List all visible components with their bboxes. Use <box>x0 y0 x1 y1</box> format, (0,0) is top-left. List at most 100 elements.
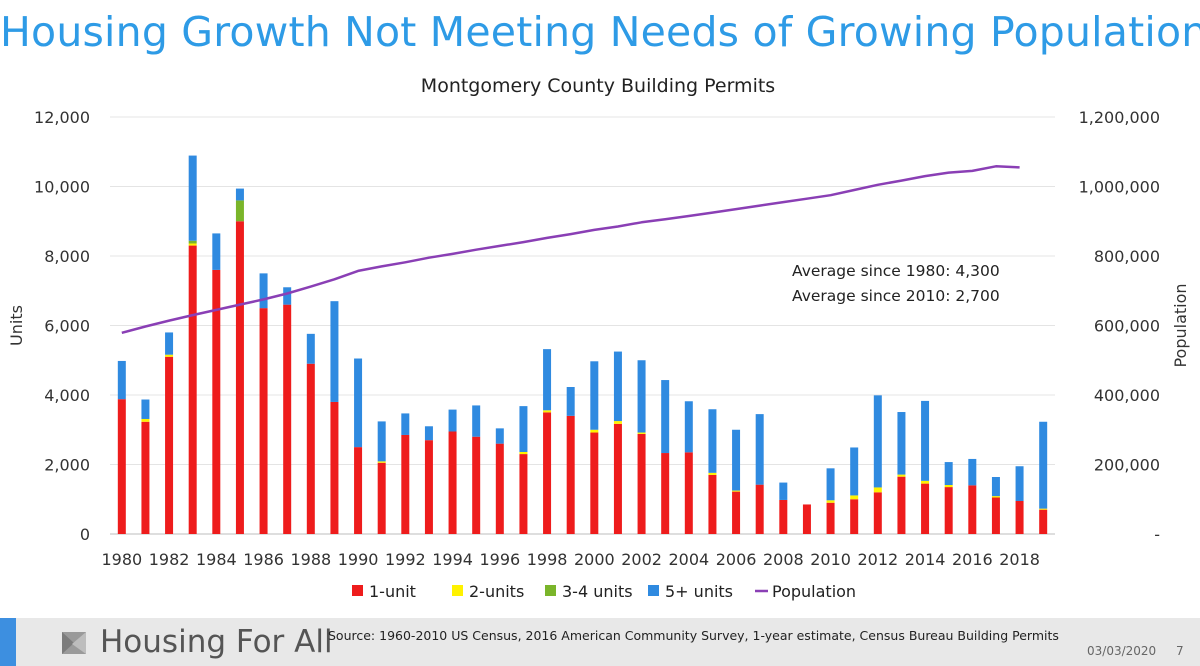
bar-1-unit-2003 <box>661 453 670 534</box>
legend-label: 2-units <box>469 582 524 601</box>
bar-1-unit-1999 <box>566 415 575 534</box>
x-tick-label: 1996 <box>479 550 520 569</box>
y-tick-label: 8,000 <box>44 247 90 266</box>
legend-label: Population <box>772 582 856 601</box>
bar-2-units-2012 <box>873 487 882 493</box>
bar-1-unit-2002 <box>637 433 646 534</box>
bar-2-units-2000 <box>590 429 599 433</box>
bar-1-unit-1992 <box>401 434 410 534</box>
bar-5-units-1985 <box>235 188 244 201</box>
source-note: Source: 1960-2010 US Census, 2016 Americ… <box>328 628 1059 643</box>
bar-5-units-1994 <box>448 409 457 432</box>
bar-5-units-2003 <box>661 380 670 454</box>
bar-1-unit-1990 <box>354 447 363 534</box>
bar-2-units-2014 <box>921 480 930 484</box>
bar-1-unit-1982 <box>165 356 174 534</box>
bar-5-units-2019 <box>1039 421 1048 509</box>
x-tick-label: 1990 <box>338 550 379 569</box>
bar-5-units-1981 <box>141 399 150 419</box>
x-tick-label: 2018 <box>999 550 1040 569</box>
bar-1-unit-2007 <box>755 484 764 534</box>
bar-1-unit-1996 <box>495 443 504 534</box>
x-tick-label: 1988 <box>290 550 331 569</box>
bar-5-units-2015 <box>944 462 953 486</box>
bar-5-units-1998 <box>543 349 552 411</box>
bar-1-unit-2010 <box>826 502 835 534</box>
bar-1-unit-2018 <box>1015 500 1024 534</box>
bar-1-unit-1986 <box>259 308 268 534</box>
bar-1-unit-2017 <box>991 497 1000 534</box>
legend-swatch-2-units <box>452 585 463 596</box>
bar-5-units-1996 <box>495 428 504 444</box>
bar-1-unit-1988 <box>306 363 315 534</box>
bar-1-unit-2006 <box>732 491 741 534</box>
bar-1-unit-2011 <box>850 499 859 534</box>
bar-1-unit-2000 <box>590 432 599 534</box>
slide-date: 03/03/2020 <box>1087 644 1157 658</box>
bar-5-units-2004 <box>684 401 693 453</box>
bar-1-unit-2013 <box>897 476 906 534</box>
bar-2-units-2002 <box>637 432 646 434</box>
bar-5-units-2000 <box>590 361 599 430</box>
chart: Montgomery County Building Permits 0 - 2,00… <box>7 75 1190 601</box>
x-tick-label: 1982 <box>149 550 190 569</box>
bar-2-units-1991 <box>377 461 386 463</box>
bar-5-units-1980 <box>117 360 126 400</box>
bar-2-units-2013 <box>897 474 906 477</box>
bar-1-unit-1998 <box>543 412 552 534</box>
x-tick-label: 1994 <box>432 550 473 569</box>
y2-tick-label: 1,000,000 <box>1079 178 1160 197</box>
slide-title: Housing Growth Not Meeting Needs of Grow… <box>0 8 1200 56</box>
y2-tick-label: 600,000 <box>1094 317 1160 336</box>
bar-1-unit-1980 <box>117 399 126 534</box>
y2-axis-title: Population <box>1171 283 1190 367</box>
bar-5-units-1992 <box>401 413 410 435</box>
footer-brand: Housing For All <box>100 624 333 660</box>
bar-2-units-2017 <box>991 496 1000 498</box>
bar-5-units-1989 <box>330 301 339 402</box>
y2-tick-label: 400,000 <box>1094 386 1160 405</box>
bar-5-units-1986 <box>259 273 268 309</box>
y2-tick-label: 200,000 <box>1094 456 1160 475</box>
bar-1-unit-2015 <box>944 487 953 534</box>
y-axis-title: Units <box>7 305 26 346</box>
bar-1-unit-2016 <box>968 485 977 534</box>
bar-5-units-1993 <box>424 426 433 441</box>
x-tick-label: 2006 <box>716 550 757 569</box>
average-annotation: Average since 2010: 2,700 <box>792 287 1000 305</box>
bar-2-units-2010 <box>826 500 835 503</box>
bar-2-units-1998 <box>543 410 552 413</box>
bar-5-units-1987 <box>283 287 292 305</box>
x-tick-label: 2008 <box>763 550 804 569</box>
average-annotation: Average since 1980: 4,300 <box>792 262 1000 280</box>
bar-1-unit-1997 <box>519 454 528 534</box>
legend-label: 1-unit <box>369 582 416 601</box>
bar-1-unit-2005 <box>708 474 717 534</box>
x-tick-label: 1984 <box>196 550 237 569</box>
bar-5-units-1982 <box>165 332 174 355</box>
x-tick-label: 1980 <box>101 550 142 569</box>
y2-tick-label: 1,200,000 <box>1079 108 1160 127</box>
x-tick-label: 2002 <box>621 550 662 569</box>
bar-5-units-2014 <box>921 400 930 481</box>
bar-5-units-2005 <box>708 409 717 473</box>
y-tick-label: 0 <box>80 525 90 544</box>
chart-subtitle: Montgomery County Building Permits <box>421 75 775 97</box>
footer-accent-bar <box>0 618 16 666</box>
bar-1-unit-2004 <box>684 452 693 534</box>
bar-2-units-1981 <box>141 418 150 422</box>
bar-1-unit-1991 <box>377 462 386 534</box>
bar-5-units-2001 <box>613 351 622 422</box>
housing-logo-icon <box>62 632 86 654</box>
y2-tick-label: - <box>1154 525 1160 544</box>
bar-2-units-2011 <box>850 495 859 500</box>
bar-1-unit-2009 <box>802 504 811 534</box>
bar-1-unit-1987 <box>283 304 292 534</box>
x-tick-label: 1998 <box>527 550 568 569</box>
bar-1-unit-2001 <box>613 423 622 534</box>
bar-5-units-2002 <box>637 360 646 433</box>
legend-swatch-3-4-units <box>545 585 556 596</box>
bar-5-units-2017 <box>991 477 1000 497</box>
bar-2-units-2001 <box>613 421 622 424</box>
y-tick-label: 12,000 <box>34 108 90 127</box>
